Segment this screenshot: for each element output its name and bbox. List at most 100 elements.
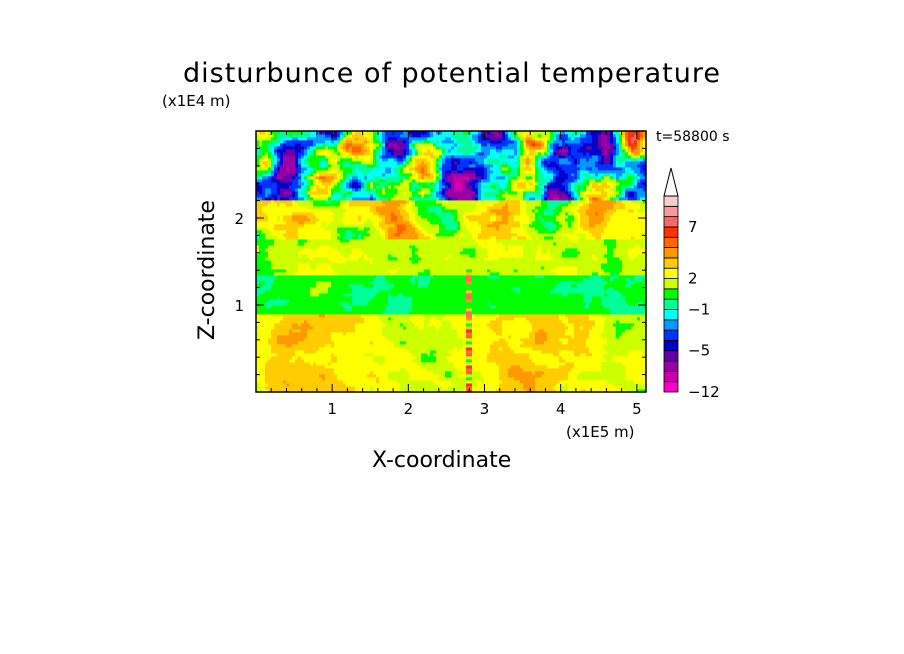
heatmap-cell <box>334 182 338 186</box>
heatmap-cell <box>352 206 356 210</box>
heatmap-cell <box>277 131 281 135</box>
heatmap-cell <box>415 167 419 171</box>
heatmap-cell <box>328 290 332 294</box>
heatmap-cell <box>262 227 266 231</box>
heatmap-cell <box>415 356 419 360</box>
heatmap-cell <box>262 209 266 213</box>
heatmap-cell <box>388 251 392 255</box>
heatmap-cell <box>280 134 284 138</box>
heatmap-cell <box>268 203 272 207</box>
heatmap-cell <box>415 299 419 303</box>
heatmap-cell <box>310 230 314 234</box>
heatmap-cell <box>340 254 344 258</box>
heatmap-cell <box>397 371 401 375</box>
heatmap-cell <box>361 242 365 246</box>
heatmap-cell <box>331 221 335 225</box>
heatmap-cell <box>340 188 344 192</box>
heatmap-cell <box>307 206 311 210</box>
heatmap-cell <box>331 365 335 369</box>
heatmap-cell <box>376 335 380 339</box>
heatmap-cell <box>319 233 323 237</box>
heatmap-cell <box>343 158 347 162</box>
heatmap-cell <box>406 281 410 285</box>
heatmap-cell <box>256 257 260 261</box>
heatmap-cell <box>352 353 356 357</box>
heatmap-cell <box>352 230 356 234</box>
heatmap-cell <box>409 209 413 213</box>
heatmap-cell <box>262 269 266 273</box>
heatmap-cell <box>373 131 377 135</box>
heatmap-cell <box>373 284 377 288</box>
heatmap-cell <box>283 158 287 162</box>
heatmap-cell <box>271 206 275 210</box>
heatmap-cell <box>271 275 275 279</box>
heatmap-cell <box>346 347 350 351</box>
heatmap-cell <box>307 194 311 198</box>
heatmap-cell <box>337 200 341 204</box>
heatmap-cell <box>349 308 353 312</box>
heatmap-cell <box>340 308 344 312</box>
heatmap-cell <box>355 260 359 264</box>
heatmap-cell <box>283 332 287 336</box>
heatmap-cell <box>379 242 383 246</box>
heatmap-cell <box>379 281 383 285</box>
heatmap-cell <box>295 164 299 168</box>
heatmap-cell <box>310 137 314 141</box>
heatmap-cell <box>286 311 290 315</box>
heatmap-cell <box>355 155 359 159</box>
heatmap-cell <box>346 335 350 339</box>
heatmap-cell <box>289 158 293 162</box>
heatmap-cell <box>271 152 275 156</box>
heatmap-cell <box>409 302 413 306</box>
heatmap-cell <box>313 239 317 243</box>
heatmap-cell <box>274 158 278 162</box>
heatmap-cell <box>376 299 380 303</box>
heatmap-cell <box>415 344 419 348</box>
heatmap-cell <box>310 320 314 324</box>
heatmap-cell <box>406 305 410 309</box>
heatmap-cell <box>328 266 332 270</box>
heatmap-cell <box>379 317 383 321</box>
heatmap-cell <box>304 275 308 279</box>
heatmap-cell <box>337 305 341 309</box>
heatmap-cell <box>388 191 392 195</box>
heatmap-cell <box>286 155 290 159</box>
heatmap-cell <box>418 182 422 186</box>
heatmap-cell <box>415 221 419 225</box>
heatmap-cell <box>358 263 362 267</box>
heatmap-cell <box>283 281 287 285</box>
heatmap-cell <box>397 359 401 363</box>
heatmap-cell <box>310 266 314 270</box>
heatmap-cell <box>265 176 269 180</box>
heatmap-cell <box>334 146 338 150</box>
heatmap-cell <box>424 356 428 360</box>
heatmap-cell <box>394 158 398 162</box>
heatmap-cell <box>424 353 428 357</box>
heatmap-cell <box>358 341 362 345</box>
heatmap-cell <box>316 233 320 237</box>
heatmap-cell <box>349 287 353 291</box>
heatmap-cell <box>259 254 263 258</box>
heatmap-cell <box>409 269 413 273</box>
heatmap-cell <box>334 356 338 360</box>
heatmap-cell <box>298 170 302 174</box>
heatmap-cell <box>292 344 296 348</box>
heatmap-cell <box>391 236 395 240</box>
heatmap-cell <box>373 362 377 366</box>
heatmap-cell <box>316 251 320 255</box>
heatmap-cell <box>310 308 314 312</box>
heatmap-cell <box>400 179 404 183</box>
heatmap-cell <box>400 233 404 237</box>
heatmap-cell <box>415 197 419 201</box>
heatmap-cell <box>421 227 425 231</box>
heatmap-cell <box>355 356 359 360</box>
heatmap-cell <box>340 302 344 306</box>
heatmap-cell <box>274 239 278 243</box>
heatmap-cell <box>343 332 347 336</box>
heatmap-cell <box>373 317 377 321</box>
heatmap-cell <box>409 344 413 348</box>
heatmap-cell <box>391 365 395 369</box>
heatmap-cell <box>310 365 314 369</box>
heatmap-cell <box>295 305 299 309</box>
heatmap-cell <box>379 224 383 228</box>
